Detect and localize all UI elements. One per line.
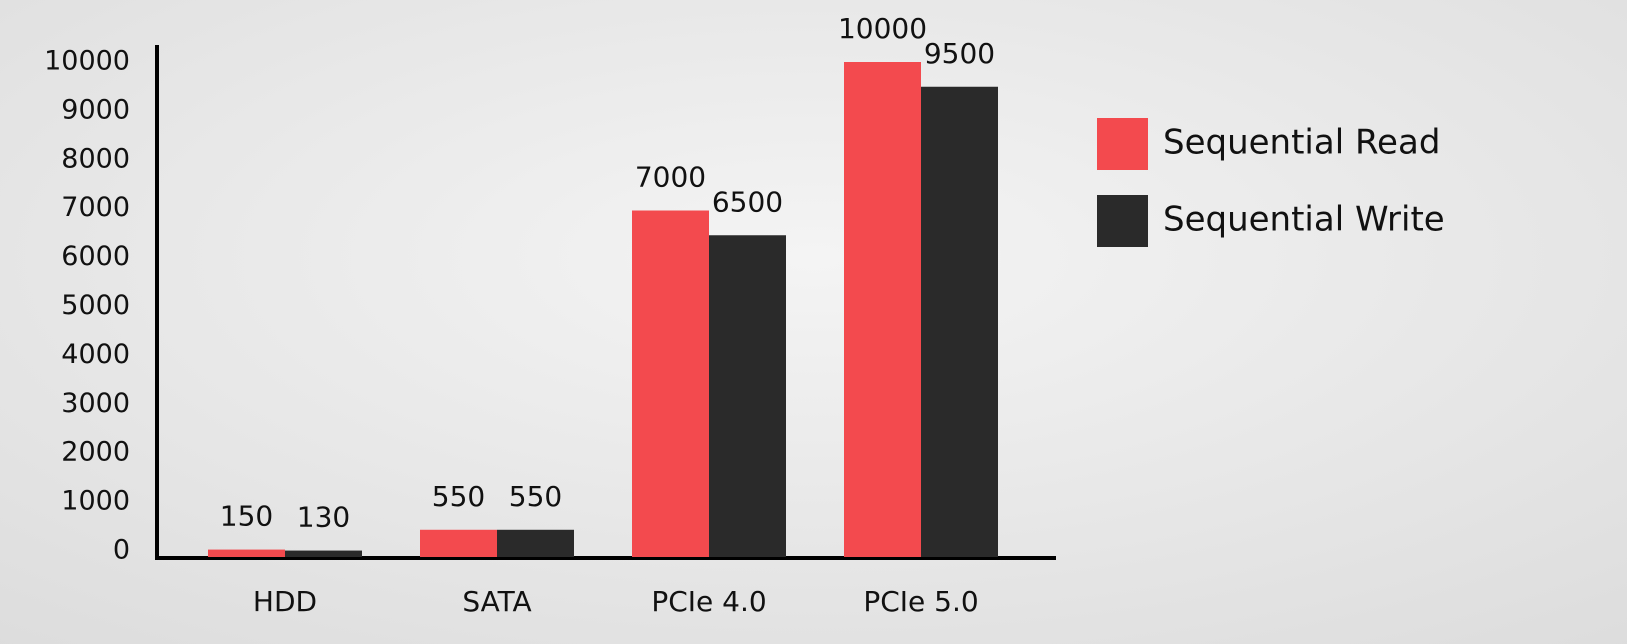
legend-swatch — [1097, 118, 1148, 170]
y-tick-label: 6000 — [61, 241, 130, 272]
bar — [285, 550, 362, 557]
value-label: 550 — [509, 480, 562, 513]
bar — [709, 235, 786, 557]
legend-label: Sequential Read — [1163, 123, 1440, 163]
y-tick-label: 8000 — [61, 143, 130, 174]
bar — [420, 529, 497, 557]
x-tick-label: PCIe 4.0 — [651, 585, 766, 618]
y-tick-label: 4000 — [61, 339, 130, 370]
value-label: 10000 — [838, 12, 927, 45]
x-tick-label: HDD — [253, 585, 317, 618]
value-label: 7000 — [635, 161, 706, 194]
legend-label: Sequential Write — [1163, 200, 1445, 240]
x-tick-label: SATA — [462, 585, 531, 618]
y-tick-label: 3000 — [61, 388, 130, 419]
bar — [632, 210, 709, 557]
y-tick-label: 0 — [113, 535, 130, 566]
bar — [208, 549, 285, 557]
value-label: 130 — [297, 501, 350, 534]
value-label: 9500 — [924, 37, 995, 70]
y-tick-label: 5000 — [61, 290, 130, 321]
y-tick-label: 9000 — [61, 94, 130, 125]
bar — [921, 86, 998, 557]
x-tick-label: PCIe 5.0 — [863, 585, 978, 618]
value-label: 550 — [432, 480, 485, 513]
legend-swatch — [1097, 195, 1148, 247]
y-tick-label: 2000 — [61, 437, 130, 468]
y-tick-label: 1000 — [61, 486, 130, 517]
value-label: 150 — [220, 500, 273, 533]
value-label: 6500 — [712, 185, 783, 218]
bar — [844, 62, 921, 557]
y-tick-label: 10000 — [44, 46, 130, 77]
y-tick-label: 7000 — [61, 192, 130, 223]
bar — [497, 529, 574, 557]
